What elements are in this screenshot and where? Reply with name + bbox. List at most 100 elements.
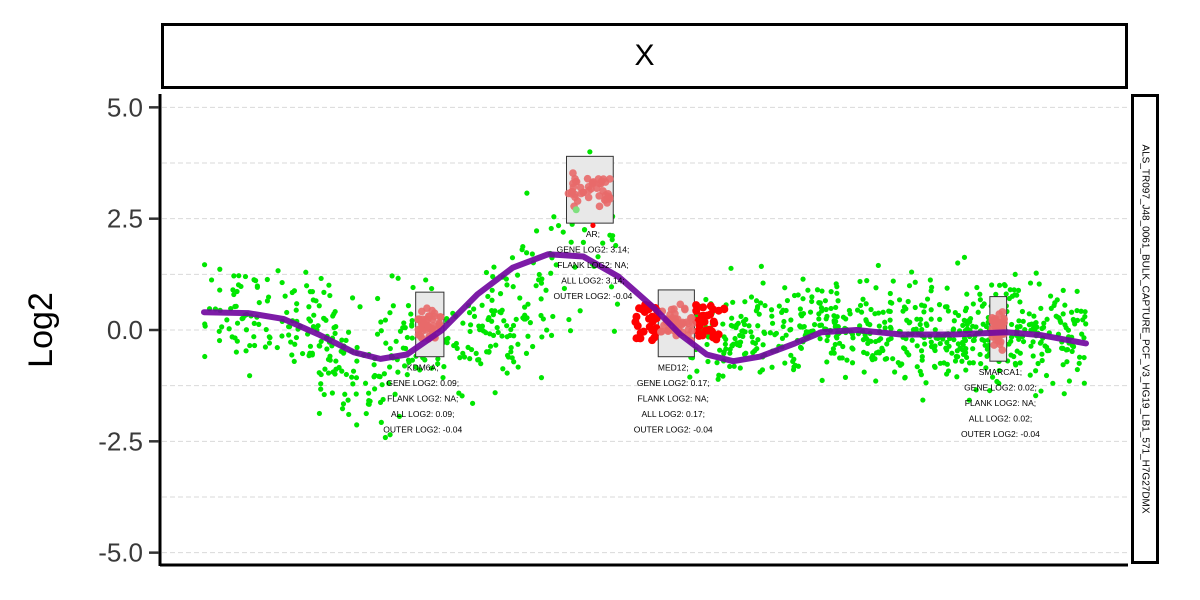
data-point — [417, 367, 423, 373]
data-point — [613, 242, 619, 249]
data-point — [202, 323, 208, 329]
gene-annotation-smarca1: OUTER LOG2: -0.04 — [961, 429, 1040, 439]
data-point — [217, 266, 223, 272]
data-point — [460, 320, 466, 326]
data-point — [922, 341, 928, 347]
data-point — [485, 293, 491, 300]
data-point — [374, 331, 381, 337]
data-point — [762, 302, 768, 309]
data-point — [876, 337, 882, 343]
flank-point — [709, 305, 718, 314]
data-point — [928, 339, 934, 345]
data-point — [345, 397, 351, 403]
data-point — [460, 350, 466, 356]
data-point — [884, 355, 890, 362]
data-point — [265, 294, 272, 300]
data-point — [202, 353, 208, 360]
data-point — [392, 391, 398, 397]
gene-annotation-ar: OUTER LOG2: -0.04 — [554, 291, 633, 301]
data-point — [329, 390, 335, 396]
data-point — [735, 320, 741, 326]
data-point — [321, 289, 327, 295]
data-point — [887, 324, 894, 330]
data-point — [451, 342, 457, 349]
data-point — [540, 316, 546, 322]
gene-point — [593, 184, 601, 192]
data-point — [822, 298, 828, 304]
data-point — [1082, 314, 1088, 320]
data-point — [800, 310, 807, 317]
data-point — [289, 352, 295, 358]
data-point — [256, 299, 262, 306]
gene-point — [599, 175, 608, 183]
data-point — [944, 339, 950, 346]
gene-point — [568, 187, 577, 196]
data-point — [492, 390, 498, 396]
data-point — [797, 324, 804, 330]
data-point — [435, 356, 441, 362]
data-point — [727, 346, 733, 352]
data-point — [952, 358, 959, 364]
data-point — [354, 422, 360, 428]
data-point — [550, 313, 556, 320]
y-tick-label: -5.0 — [98, 538, 143, 568]
data-point — [527, 320, 533, 326]
gene-annotation-kdm6a: ALL LOG2: 0.09; — [391, 409, 454, 419]
data-point — [937, 316, 943, 322]
data-point — [924, 322, 930, 329]
data-point — [288, 339, 294, 345]
gene-point — [1000, 318, 1008, 327]
data-point — [400, 325, 406, 331]
data-point — [769, 320, 776, 326]
data-point — [321, 315, 327, 321]
data-point — [393, 338, 399, 344]
data-point — [371, 386, 378, 392]
flank-point — [699, 303, 708, 312]
data-point — [824, 337, 830, 344]
data-point — [887, 317, 893, 323]
data-point — [1054, 297, 1060, 303]
data-point — [445, 335, 451, 342]
data-point — [860, 296, 866, 302]
data-point — [870, 352, 876, 359]
data-point — [769, 313, 775, 319]
data-point — [963, 367, 969, 373]
data-point — [784, 297, 791, 304]
data-point — [292, 341, 298, 347]
gene-point — [992, 315, 1001, 324]
data-point — [353, 375, 360, 381]
data-point — [858, 309, 865, 315]
data-point — [1033, 368, 1039, 374]
data-point — [378, 328, 384, 334]
data-point — [1011, 287, 1017, 293]
data-point — [782, 285, 788, 291]
data-point — [722, 341, 728, 347]
data-point — [884, 341, 890, 347]
data-point — [961, 254, 968, 260]
y-axis-label: Log2 — [22, 292, 60, 368]
data-point — [349, 374, 355, 380]
data-point — [226, 326, 232, 332]
data-point — [266, 340, 273, 346]
data-point — [955, 260, 961, 266]
gene-annotation-ar: AR; — [586, 229, 600, 239]
data-point — [529, 251, 535, 257]
data-point — [1061, 391, 1067, 397]
data-point — [863, 301, 869, 307]
data-point — [791, 356, 797, 362]
data-point — [408, 311, 414, 317]
data-point — [882, 319, 888, 325]
data-point — [974, 284, 980, 291]
data-point — [517, 295, 523, 301]
data-point — [755, 337, 761, 343]
data-point — [375, 295, 381, 302]
data-point — [832, 324, 838, 330]
data-point — [694, 368, 700, 374]
data-point — [465, 344, 471, 350]
data-point — [1057, 318, 1063, 324]
gene-annotation-smarca1: FLANK LOG2: NA; — [965, 398, 1036, 408]
data-point — [611, 328, 618, 334]
data-point — [909, 337, 915, 343]
data-point — [1074, 307, 1080, 314]
data-point — [523, 250, 530, 256]
